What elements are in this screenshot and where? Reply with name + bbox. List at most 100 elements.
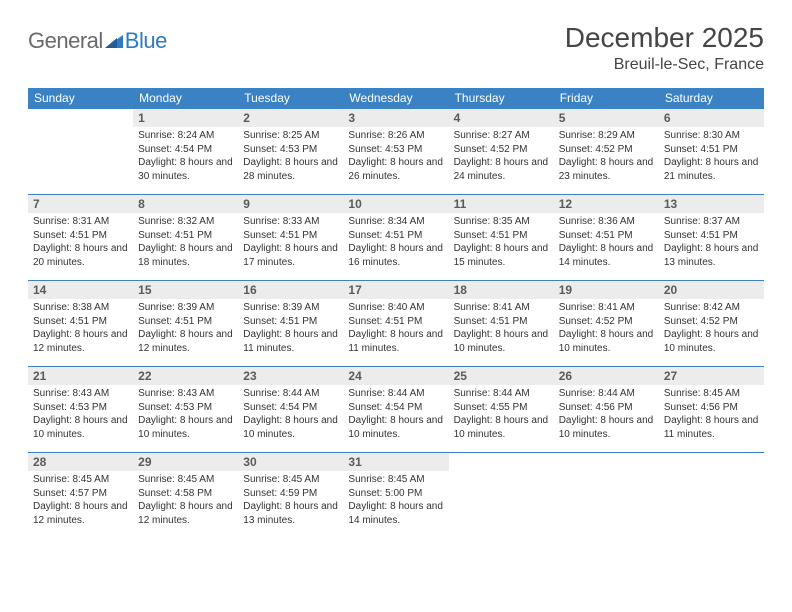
day-number: 29 bbox=[133, 453, 238, 471]
day-details: Sunrise: 8:36 AMSunset: 4:51 PMDaylight:… bbox=[554, 213, 659, 273]
calendar-row: 21Sunrise: 8:43 AMSunset: 4:53 PMDayligh… bbox=[28, 367, 764, 453]
sunset-line: Sunset: 4:52 PM bbox=[454, 143, 549, 157]
day-number: 5 bbox=[554, 109, 659, 127]
sunrise-line: Sunrise: 8:30 AM bbox=[664, 129, 759, 143]
sunset-line: Sunset: 4:51 PM bbox=[243, 229, 338, 243]
daylight-line: Daylight: 8 hours and 12 minutes. bbox=[33, 328, 128, 355]
day-details: Sunrise: 8:45 AMSunset: 5:00 PMDaylight:… bbox=[343, 471, 448, 531]
day-number: 30 bbox=[238, 453, 343, 471]
sunrise-line: Sunrise: 8:45 AM bbox=[33, 473, 128, 487]
sunset-line: Sunset: 4:54 PM bbox=[348, 401, 443, 415]
day-details: Sunrise: 8:39 AMSunset: 4:51 PMDaylight:… bbox=[133, 299, 238, 359]
day-number: 19 bbox=[554, 281, 659, 299]
calendar-cell: 4Sunrise: 8:27 AMSunset: 4:52 PMDaylight… bbox=[449, 109, 554, 195]
sunset-line: Sunset: 4:53 PM bbox=[138, 401, 233, 415]
daylight-line: Daylight: 8 hours and 12 minutes. bbox=[33, 500, 128, 527]
calendar-cell: 18Sunrise: 8:41 AMSunset: 4:51 PMDayligh… bbox=[449, 281, 554, 367]
sunrise-line: Sunrise: 8:29 AM bbox=[559, 129, 654, 143]
day-number: 2 bbox=[238, 109, 343, 127]
sunset-line: Sunset: 4:51 PM bbox=[559, 229, 654, 243]
sunset-line: Sunset: 4:52 PM bbox=[559, 315, 654, 329]
day-details: Sunrise: 8:45 AMSunset: 4:58 PMDaylight:… bbox=[133, 471, 238, 531]
day-details: Sunrise: 8:29 AMSunset: 4:52 PMDaylight:… bbox=[554, 127, 659, 187]
calendar-cell: 8Sunrise: 8:32 AMSunset: 4:51 PMDaylight… bbox=[133, 195, 238, 281]
location: Breuil-le-Sec, France bbox=[565, 56, 764, 74]
sunset-line: Sunset: 4:53 PM bbox=[348, 143, 443, 157]
daylight-line: Daylight: 8 hours and 21 minutes. bbox=[664, 156, 759, 183]
day-details: Sunrise: 8:41 AMSunset: 4:51 PMDaylight:… bbox=[449, 299, 554, 359]
brand-part2: Blue bbox=[125, 28, 167, 54]
sunrise-line: Sunrise: 8:45 AM bbox=[664, 387, 759, 401]
calendar-row: 14Sunrise: 8:38 AMSunset: 4:51 PMDayligh… bbox=[28, 281, 764, 367]
calendar-cell: 25Sunrise: 8:44 AMSunset: 4:55 PMDayligh… bbox=[449, 367, 554, 453]
calendar-cell: 21Sunrise: 8:43 AMSunset: 4:53 PMDayligh… bbox=[28, 367, 133, 453]
sunset-line: Sunset: 4:53 PM bbox=[33, 401, 128, 415]
day-number: 22 bbox=[133, 367, 238, 385]
day-details: Sunrise: 8:43 AMSunset: 4:53 PMDaylight:… bbox=[133, 385, 238, 445]
calendar-cell: 19Sunrise: 8:41 AMSunset: 4:52 PMDayligh… bbox=[554, 281, 659, 367]
day-number: 21 bbox=[28, 367, 133, 385]
calendar-cell: 2 Sunrise: 8:25 AMSunset: 4:53 PMDaylight… bbox=[238, 109, 343, 195]
daylight-line: Daylight: 8 hours and 23 minutes. bbox=[559, 156, 654, 183]
sunrise-line: Sunrise: 8:25 AM bbox=[243, 129, 338, 143]
sunrise-line: Sunrise: 8:43 AM bbox=[33, 387, 128, 401]
calendar-cell-empty bbox=[554, 453, 659, 539]
calendar-cell: 17Sunrise: 8:40 AMSunset: 4:51 PMDayligh… bbox=[343, 281, 448, 367]
calendar-cell: 26Sunrise: 8:44 AMSunset: 4:56 PMDayligh… bbox=[554, 367, 659, 453]
sunset-line: Sunset: 4:52 PM bbox=[559, 143, 654, 157]
daylight-line: Daylight: 8 hours and 28 minutes. bbox=[243, 156, 338, 183]
day-number: 7 bbox=[28, 195, 133, 213]
calendar-cell: 28 Sunrise: 8:45 AMSunset: 4:57 PMDayligh… bbox=[28, 453, 133, 539]
daylight-line: Daylight: 8 hours and 11 minutes. bbox=[348, 328, 443, 355]
calendar-cell: 31Sunrise: 8:45 AMSunset: 5:00 PMDayligh… bbox=[343, 453, 448, 539]
daylight-line: Daylight: 8 hours and 10 minutes. bbox=[243, 414, 338, 441]
day-number: 8 bbox=[133, 195, 238, 213]
sunrise-line: Sunrise: 8:38 AM bbox=[33, 301, 128, 315]
page-title: December 2025 bbox=[565, 22, 764, 54]
calendar-body: 1Sunrise: 8:24 AMSunset: 4:54 PMDaylight… bbox=[28, 109, 764, 539]
calendar-cell: 12Sunrise: 8:36 AMSunset: 4:51 PMDayligh… bbox=[554, 195, 659, 281]
sunrise-line: Sunrise: 8:44 AM bbox=[348, 387, 443, 401]
sunset-line: Sunset: 4:51 PM bbox=[33, 229, 128, 243]
calendar-cell: 16Sunrise: 8:39 AMSunset: 4:51 PMDayligh… bbox=[238, 281, 343, 367]
day-details: Sunrise: 8:26 AMSunset: 4:53 PMDaylight:… bbox=[343, 127, 448, 187]
sunrise-line: Sunrise: 8:34 AM bbox=[348, 215, 443, 229]
sunrise-line: Sunrise: 8:24 AM bbox=[138, 129, 233, 143]
sunrise-line: Sunrise: 8:36 AM bbox=[559, 215, 654, 229]
day-details: Sunrise: 8:42 AMSunset: 4:52 PMDaylight:… bbox=[659, 299, 764, 359]
sunset-line: Sunset: 4:53 PM bbox=[243, 143, 338, 157]
sunrise-line: Sunrise: 8:33 AM bbox=[243, 215, 338, 229]
daylight-line: Daylight: 8 hours and 20 minutes. bbox=[33, 242, 128, 269]
calendar-cell: 11Sunrise: 8:35 AMSunset: 4:51 PMDayligh… bbox=[449, 195, 554, 281]
day-number: 24 bbox=[343, 367, 448, 385]
sunset-line: Sunset: 4:51 PM bbox=[33, 315, 128, 329]
sunset-line: Sunset: 4:58 PM bbox=[138, 487, 233, 501]
sunset-line: Sunset: 4:57 PM bbox=[33, 487, 128, 501]
calendar-cell: 3Sunrise: 8:26 AMSunset: 4:53 PMDaylight… bbox=[343, 109, 448, 195]
calendar-table: SundayMondayTuesdayWednesdayThursdayFrid… bbox=[28, 88, 764, 539]
sunset-line: Sunset: 4:51 PM bbox=[138, 315, 233, 329]
day-number: 23 bbox=[238, 367, 343, 385]
day-details: Sunrise: 8:44 AMSunset: 4:56 PMDaylight:… bbox=[554, 385, 659, 445]
calendar-cell: 23Sunrise: 8:44 AMSunset: 4:54 PMDayligh… bbox=[238, 367, 343, 453]
sunset-line: Sunset: 4:56 PM bbox=[559, 401, 654, 415]
daylight-line: Daylight: 8 hours and 11 minutes. bbox=[243, 328, 338, 355]
day-details: Sunrise: 8:43 AMSunset: 4:53 PMDaylight:… bbox=[28, 385, 133, 445]
day-number: 15 bbox=[133, 281, 238, 299]
daylight-line: Daylight: 8 hours and 10 minutes. bbox=[454, 328, 549, 355]
calendar-cell-empty bbox=[659, 453, 764, 539]
sunset-line: Sunset: 4:59 PM bbox=[243, 487, 338, 501]
day-number: 6 bbox=[659, 109, 764, 127]
day-details: Sunrise: 8:41 AMSunset: 4:52 PMDaylight:… bbox=[554, 299, 659, 359]
brand-logo: General Blue bbox=[28, 22, 167, 54]
day-number: 26 bbox=[554, 367, 659, 385]
sunrise-line: Sunrise: 8:39 AM bbox=[138, 301, 233, 315]
calendar-cell: 27Sunrise: 8:45 AMSunset: 4:56 PMDayligh… bbox=[659, 367, 764, 453]
day-number: 28 bbox=[28, 453, 133, 471]
sunrise-line: Sunrise: 8:26 AM bbox=[348, 129, 443, 143]
day-details: Sunrise: 8:44 AMSunset: 4:55 PMDaylight:… bbox=[449, 385, 554, 445]
sunrise-line: Sunrise: 8:32 AM bbox=[138, 215, 233, 229]
sunrise-line: Sunrise: 8:39 AM bbox=[243, 301, 338, 315]
daylight-line: Daylight: 8 hours and 10 minutes. bbox=[138, 414, 233, 441]
day-number: 17 bbox=[343, 281, 448, 299]
